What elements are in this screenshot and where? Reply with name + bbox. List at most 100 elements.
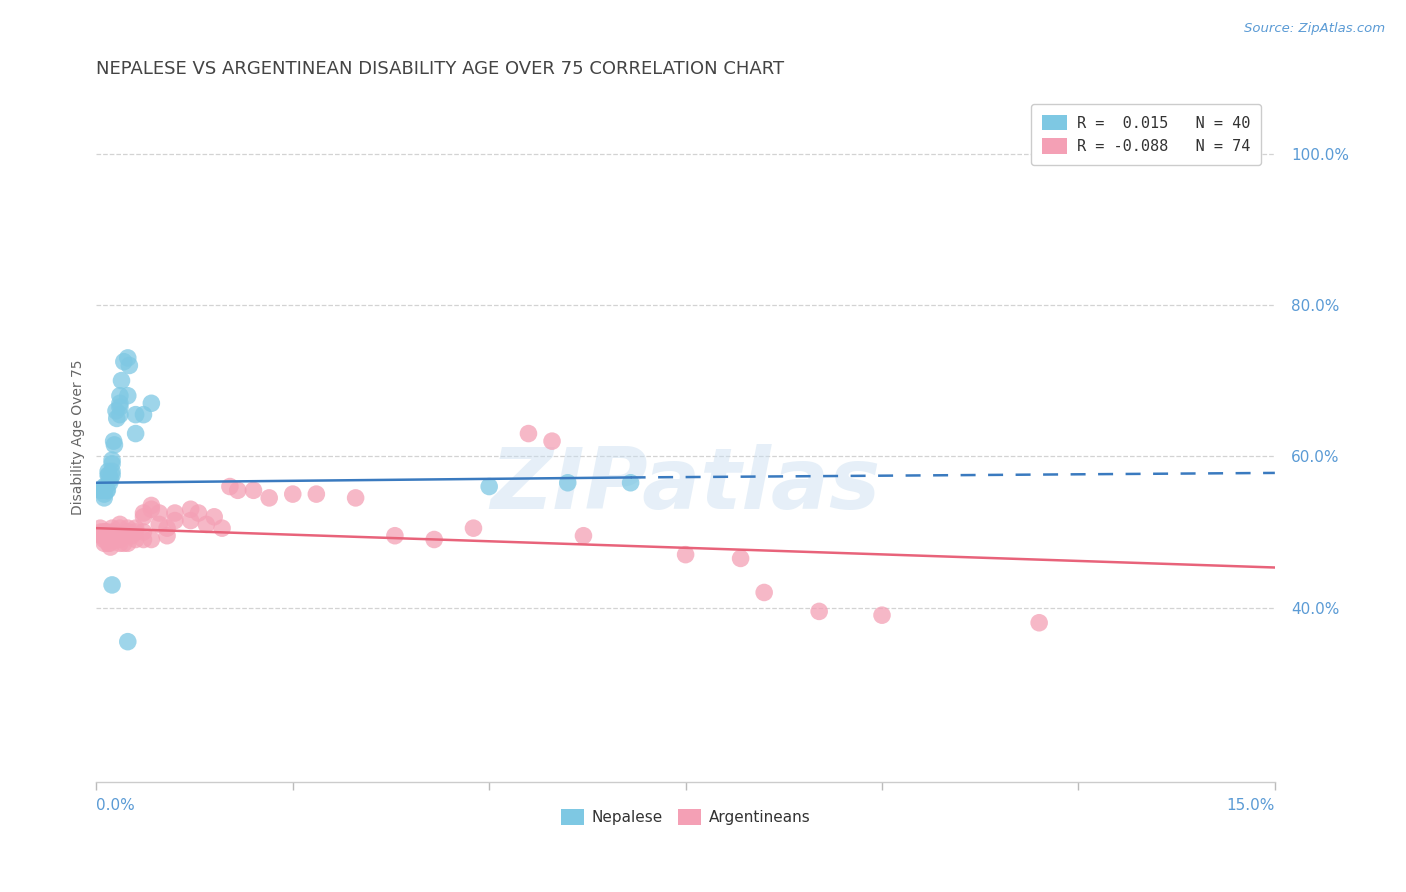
Point — [541, 434, 564, 449]
Point — [101, 464, 124, 478]
Point — [281, 487, 304, 501]
Point — [103, 434, 125, 449]
Point — [808, 604, 831, 618]
Point — [103, 529, 125, 543]
Point — [91, 529, 114, 543]
Point — [305, 487, 328, 501]
Point — [93, 533, 115, 547]
Point — [101, 521, 124, 535]
Point — [97, 533, 120, 547]
Point — [93, 487, 115, 501]
Point — [110, 529, 132, 543]
Point — [1028, 615, 1050, 630]
Point — [870, 608, 893, 623]
Point — [148, 506, 170, 520]
Point — [96, 483, 118, 498]
Point — [117, 389, 139, 403]
Point — [98, 536, 121, 550]
Point — [96, 483, 118, 498]
Point — [141, 502, 163, 516]
Point — [97, 536, 120, 550]
Point — [124, 521, 146, 535]
Point — [105, 411, 128, 425]
Point — [93, 524, 115, 539]
Point — [754, 585, 776, 599]
Point — [163, 506, 186, 520]
Point — [93, 529, 115, 543]
Point — [384, 529, 406, 543]
Point — [100, 540, 122, 554]
Point — [557, 475, 579, 490]
Point — [117, 521, 139, 535]
Point — [97, 468, 120, 483]
Point — [101, 578, 124, 592]
Point — [141, 499, 163, 513]
Point — [572, 529, 595, 543]
Point — [97, 529, 120, 543]
Point — [187, 506, 209, 520]
Point — [344, 491, 367, 505]
Point — [117, 351, 139, 365]
Point — [478, 479, 501, 493]
Point — [211, 521, 233, 535]
Point — [180, 514, 202, 528]
Point — [101, 524, 124, 539]
Point — [90, 524, 112, 539]
Point — [124, 426, 146, 441]
Point — [163, 514, 186, 528]
Point — [93, 491, 115, 505]
Point — [91, 483, 114, 498]
Point — [101, 453, 124, 467]
Y-axis label: Disability Age Over 75: Disability Age Over 75 — [72, 359, 86, 515]
Point — [156, 529, 179, 543]
Point — [96, 524, 118, 539]
Point — [226, 483, 249, 498]
Point — [124, 533, 146, 547]
Text: NEPALESE VS ARGENTINEAN DISABILITY AGE OVER 75 CORRELATION CHART: NEPALESE VS ARGENTINEAN DISABILITY AGE O… — [97, 60, 785, 78]
Point — [108, 536, 131, 550]
Point — [118, 359, 141, 373]
Point — [463, 521, 485, 535]
Point — [124, 408, 146, 422]
Point — [104, 404, 127, 418]
Point — [141, 396, 163, 410]
Point — [90, 529, 112, 543]
Point — [117, 524, 139, 539]
Point — [108, 408, 131, 422]
Point — [98, 475, 121, 490]
Point — [257, 491, 280, 505]
Point — [180, 502, 202, 516]
Point — [121, 529, 143, 543]
Point — [108, 517, 131, 532]
Point — [93, 479, 115, 493]
Point — [96, 533, 118, 547]
Text: Source: ZipAtlas.com: Source: ZipAtlas.com — [1244, 22, 1385, 36]
Point — [219, 479, 242, 493]
Point — [112, 354, 135, 368]
Point — [101, 468, 124, 483]
Point — [132, 408, 155, 422]
Point — [108, 400, 131, 414]
Text: 15.0%: 15.0% — [1226, 798, 1275, 814]
Point — [97, 468, 120, 483]
Point — [100, 472, 122, 486]
Point — [141, 533, 163, 547]
Point — [103, 438, 125, 452]
Point — [156, 521, 179, 535]
Point — [97, 464, 120, 478]
Point — [117, 634, 139, 648]
Point — [94, 479, 117, 493]
Point — [108, 389, 131, 403]
Point — [117, 536, 139, 550]
Point — [101, 457, 124, 471]
Point — [132, 509, 155, 524]
Point — [242, 483, 264, 498]
Legend: Nepalese, Argentineans: Nepalese, Argentineans — [554, 801, 818, 832]
Point — [108, 533, 131, 547]
Point — [124, 524, 146, 539]
Text: ZIPatlas: ZIPatlas — [491, 444, 880, 527]
Point — [101, 529, 124, 543]
Point — [730, 551, 752, 566]
Point — [108, 521, 131, 535]
Point — [148, 517, 170, 532]
